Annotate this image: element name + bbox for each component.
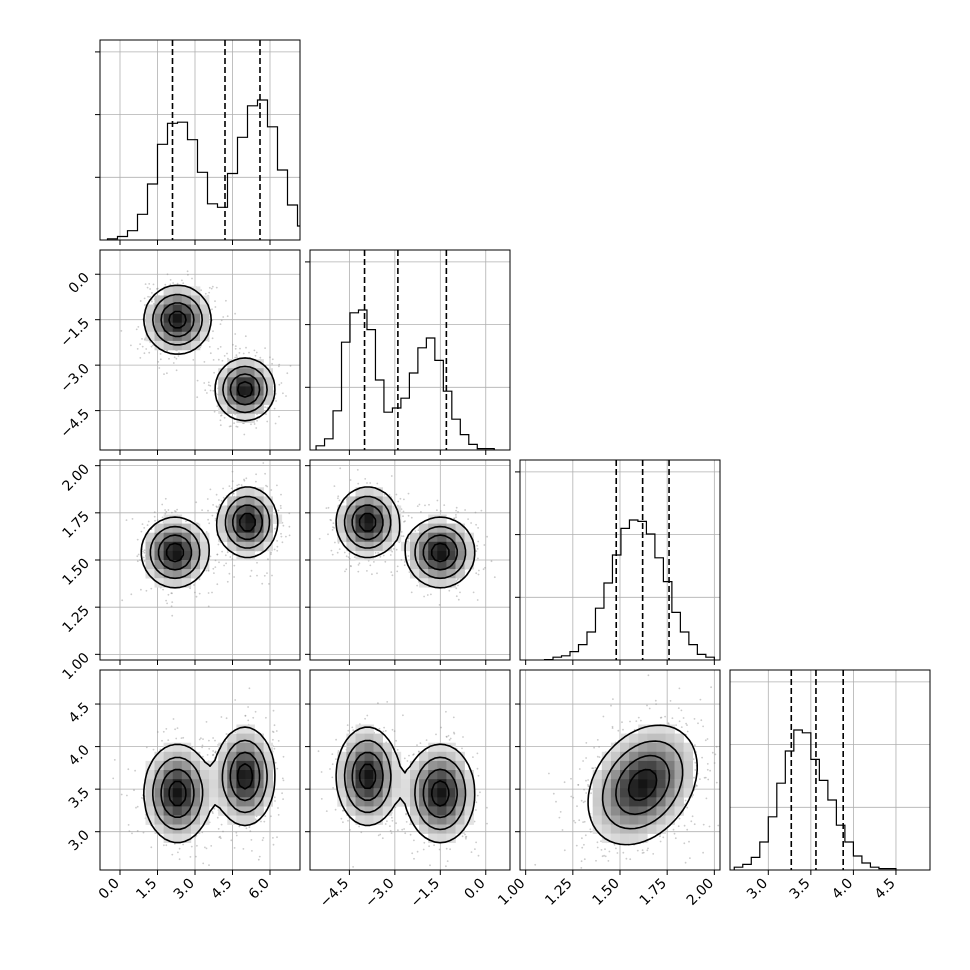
y-tick-label-p3: 4.0 bbox=[66, 742, 93, 769]
y-tick-label-p3: 3.5 bbox=[66, 785, 93, 812]
x-tick-label-p1: −3.0 bbox=[362, 876, 397, 911]
contour-level-2 bbox=[351, 504, 458, 571]
contour-level-1 bbox=[601, 740, 684, 830]
x-tick-label-p1: −1.5 bbox=[408, 876, 443, 911]
density-cells bbox=[592, 724, 693, 843]
histogram-panel-1 bbox=[305, 249, 511, 455]
contour-level-2 bbox=[351, 751, 458, 819]
y-tick-label-p3: 4.5 bbox=[66, 700, 93, 727]
contour-level-3 bbox=[627, 768, 658, 802]
histogram-steps bbox=[733, 729, 897, 870]
x-tick-label-p3: 4.0 bbox=[829, 876, 856, 903]
x-tick-label-p3: 3.5 bbox=[787, 876, 814, 903]
y-tick-label-p1: −3.0 bbox=[57, 361, 92, 396]
contour-level-0 bbox=[140, 486, 279, 589]
histogram-panel-3 bbox=[729, 669, 931, 875]
joint-panel-0-3 bbox=[95, 669, 301, 875]
contour-level-3 bbox=[358, 763, 450, 807]
joint-content bbox=[318, 467, 496, 606]
panel-frame bbox=[309, 249, 511, 451]
histogram-steps bbox=[315, 309, 495, 450]
density-cells bbox=[337, 724, 474, 843]
joint-panel-0-1 bbox=[95, 249, 301, 455]
y-tick-label-p2: 1.50 bbox=[59, 556, 92, 589]
joint-content bbox=[112, 687, 285, 866]
y-tick-label-p2: 1.00 bbox=[59, 650, 92, 683]
y-tick-label-p2: 1.25 bbox=[59, 603, 92, 636]
panel-background bbox=[100, 40, 300, 240]
histogram-panel-0 bbox=[95, 39, 301, 245]
panel-frame bbox=[99, 249, 301, 451]
contour-level-0 bbox=[587, 724, 698, 846]
x-tick-label-p3: 3.0 bbox=[744, 876, 771, 903]
x-tick-label-p3: 4.5 bbox=[872, 876, 899, 903]
x-tick-label-p0: 6.0 bbox=[246, 876, 273, 903]
panel-frame bbox=[99, 39, 301, 241]
contour-level-0 bbox=[143, 726, 276, 844]
contour-level-2 bbox=[160, 302, 261, 406]
y-tick-label-p3: 3.0 bbox=[66, 827, 93, 854]
x-tick-label-p2: 1.00 bbox=[495, 876, 528, 909]
x-tick-label-p2: 2.00 bbox=[684, 876, 717, 909]
contour-level-1 bbox=[152, 739, 268, 831]
x-tick-label-p1: −4.5 bbox=[317, 876, 352, 911]
contour-level-3 bbox=[358, 512, 450, 563]
y-tick-label-p1: −1.5 bbox=[57, 315, 92, 350]
panel-background bbox=[730, 670, 930, 870]
contour-level-2 bbox=[160, 751, 261, 818]
contour-level-2 bbox=[157, 504, 263, 571]
histogram-steps bbox=[106, 99, 300, 240]
x-tick-label-p1: 0.0 bbox=[462, 876, 489, 903]
histogram-panel-2 bbox=[515, 459, 721, 665]
y-tick-label-p1: 0.0 bbox=[66, 270, 93, 297]
x-tick-label-p0: 1.5 bbox=[133, 876, 160, 903]
panel-frame bbox=[99, 669, 301, 871]
y-tick-label-p2: 1.75 bbox=[59, 508, 92, 541]
joint-panel-1-2 bbox=[305, 459, 511, 665]
joint-content bbox=[121, 462, 291, 617]
x-tick-label-p2: 1.50 bbox=[589, 876, 622, 909]
contour-level-3 bbox=[168, 310, 254, 398]
joint-panel-2-3 bbox=[515, 669, 721, 875]
contour-level-1 bbox=[343, 495, 467, 580]
y-tick-label-p1: −4.5 bbox=[57, 406, 92, 441]
contour-level-3 bbox=[165, 512, 256, 563]
joint-content bbox=[534, 674, 720, 869]
x-tick-label-p0: 3.0 bbox=[171, 876, 198, 903]
joint-content bbox=[317, 701, 488, 868]
x-tick-label-p0: 0.0 bbox=[96, 876, 123, 903]
contour-level-3 bbox=[168, 763, 254, 807]
x-tick-label-p2: 1.75 bbox=[637, 876, 670, 909]
joint-content bbox=[120, 270, 292, 436]
contour-level-0 bbox=[143, 284, 276, 422]
histogram-steps bbox=[543, 519, 715, 660]
contour-level-0 bbox=[335, 486, 476, 589]
contour-level-1 bbox=[343, 739, 467, 831]
panel-frame bbox=[729, 669, 931, 871]
panel-background bbox=[310, 250, 510, 450]
contour-level-1 bbox=[149, 495, 271, 580]
x-tick-label-p0: 4.5 bbox=[208, 876, 235, 903]
y-tick-label-p2: 2.00 bbox=[59, 461, 92, 494]
contour-level-1 bbox=[152, 293, 268, 414]
joint-panel-0-2 bbox=[95, 459, 301, 665]
contour-level-2 bbox=[615, 754, 671, 816]
contour-level-0 bbox=[335, 726, 476, 844]
x-tick-label-p2: 1.25 bbox=[542, 876, 575, 909]
joint-panel-1-3 bbox=[305, 669, 511, 875]
panel-frame bbox=[309, 669, 511, 871]
